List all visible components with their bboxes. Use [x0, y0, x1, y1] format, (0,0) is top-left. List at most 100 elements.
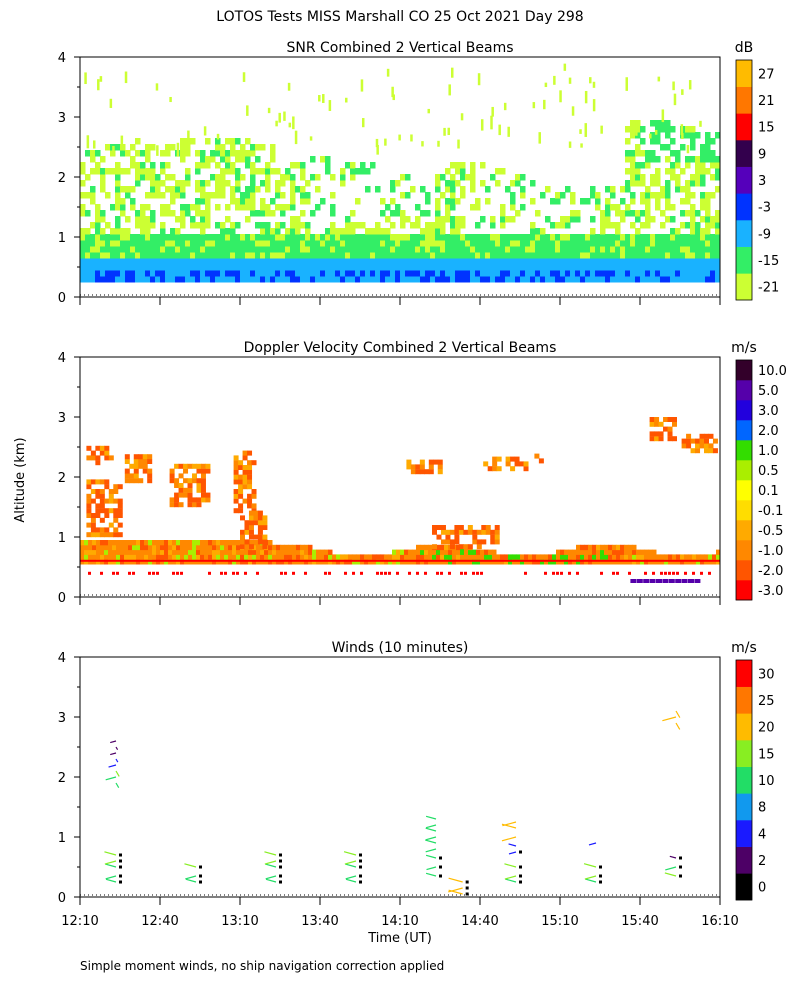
snr-cell: [560, 216, 566, 223]
snr-cell: [100, 246, 106, 253]
velocity-cell: [660, 554, 665, 560]
snr-cell: [100, 168, 106, 175]
velocity-cell: [204, 549, 209, 555]
snr-cell: [270, 258, 276, 265]
snr-cell: [230, 198, 236, 205]
snr-cell: [391, 86, 394, 98]
velocity-cell: [514, 461, 520, 467]
snr-cell: [190, 138, 196, 145]
snr-cell: [480, 252, 486, 259]
velocity-cell: [352, 554, 357, 560]
snr-cell: [705, 252, 711, 259]
velocity-cell: [528, 554, 533, 560]
snr-cell: [330, 258, 336, 265]
snr-cell: [685, 246, 691, 253]
snr-cell: [600, 258, 606, 265]
snr-cell: [200, 186, 206, 193]
snr-cell: [155, 192, 161, 199]
snr-cell: [695, 180, 701, 187]
colorbar-label: -15: [758, 254, 779, 269]
snr-cell: [560, 276, 566, 283]
snr-cell: [635, 120, 641, 127]
velocity-cell: [251, 489, 257, 494]
velocity-cell: [612, 549, 617, 555]
snr-cell: [150, 174, 156, 181]
snr-cell: [465, 264, 471, 271]
velocity-cell: [500, 554, 505, 560]
snr-cell: [365, 168, 371, 175]
snr-cell: [690, 264, 696, 271]
velocity-cell: [484, 554, 489, 560]
snr-cell: [240, 234, 246, 241]
velocity-cell: [388, 559, 393, 565]
velocity-cell: [568, 554, 573, 560]
velocity-cell: [248, 554, 253, 560]
snr-cell: [595, 258, 601, 265]
snr-cell: [155, 234, 161, 241]
snr-cell: [255, 240, 261, 247]
snr-cell: [630, 132, 636, 139]
velocity-cell: [652, 549, 657, 555]
velocity-cell: [272, 554, 277, 560]
velocity-cell: [108, 554, 113, 560]
snr-cell: [700, 174, 706, 181]
snr-cell: [135, 168, 141, 175]
snr-cell: [485, 258, 491, 265]
velocity-cell: [260, 559, 265, 565]
wind-profiles: [104, 710, 682, 896]
snr-cell: [715, 258, 720, 265]
snr-cell: [635, 234, 641, 241]
velocity-cell: [124, 478, 130, 484]
velocity-cell: [692, 559, 697, 565]
snr-cell: [470, 234, 476, 241]
snr-cell: [630, 234, 636, 241]
snr-cell: [435, 216, 441, 223]
snr-cell: [150, 210, 156, 217]
velocity-cell: [292, 571, 295, 575]
velocity-cell: [204, 554, 209, 560]
snr-cell: [330, 264, 336, 271]
snr-cell: [105, 144, 111, 151]
velocity-cell: [257, 539, 263, 545]
velocity-cell: [688, 554, 693, 560]
velocity-cell: [708, 559, 713, 562]
snr-cell: [565, 276, 571, 283]
snr-cell: [650, 150, 656, 157]
snr-cell: [380, 228, 386, 235]
snr-cell: [705, 204, 711, 211]
snr-cell: [340, 228, 346, 235]
snr-cell: [280, 252, 286, 259]
snr-cell: [100, 156, 106, 163]
snr-cell: [685, 252, 691, 259]
snr-cell: [380, 234, 386, 241]
velocity-cell: [600, 549, 605, 555]
velocity-cell: [600, 559, 605, 562]
snr-cell: [220, 180, 226, 187]
snr-cell: [205, 162, 211, 169]
snr-cell: [185, 180, 191, 187]
snr-cell: [95, 270, 101, 277]
velocity-cell: [90, 450, 96, 456]
snr-cell: [150, 252, 156, 259]
snr-cell: [230, 222, 236, 229]
snr-cell: [300, 174, 306, 181]
snr-cell: [630, 270, 636, 277]
snr-cell: [110, 228, 116, 235]
velocity-cell: [108, 549, 113, 555]
snr-cell: [665, 120, 671, 127]
snr-cell: [670, 174, 676, 181]
snr-cell: [495, 276, 501, 283]
snr-cell: [320, 258, 326, 265]
velocity-cell: [380, 571, 383, 575]
velocity-cell: [444, 559, 449, 562]
velocity-cell: [684, 571, 687, 575]
velocity-cell: [458, 544, 464, 550]
velocity-cell: [419, 459, 425, 465]
snr-cell: [655, 234, 661, 241]
velocity-cell: [572, 554, 577, 560]
snr-cell: [565, 264, 571, 271]
colorbar-label: 2: [758, 854, 766, 869]
velocity-cell: [95, 489, 101, 494]
snr-cell: [225, 150, 231, 157]
snr-cell: [130, 144, 136, 151]
